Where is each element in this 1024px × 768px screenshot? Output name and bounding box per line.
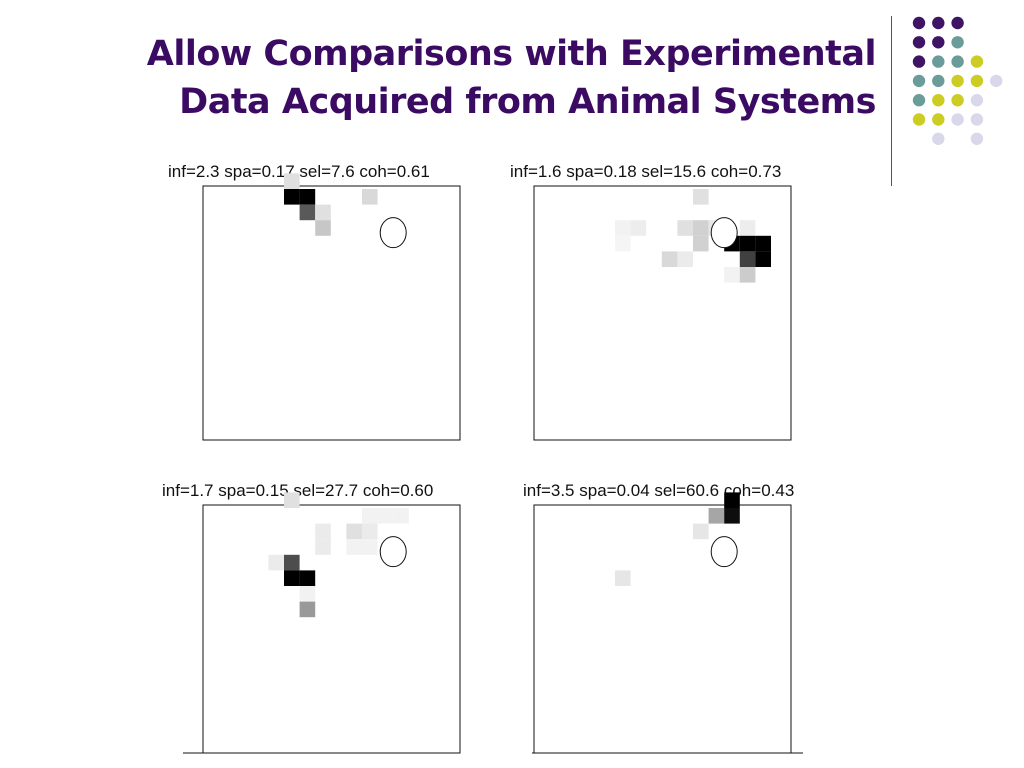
rate-map-cell [362, 508, 378, 524]
rate-map-cell [739, 220, 756, 236]
rate-map-frame [202, 504, 461, 754]
rate-map-cell [677, 220, 693, 236]
rate-map-cell [299, 570, 316, 586]
rate-map-cell [693, 235, 709, 252]
position-marker [710, 217, 738, 249]
rate-map-cell [677, 251, 693, 267]
rate-map-frame [533, 504, 792, 754]
decor-dot [912, 16, 926, 30]
rate-map-cell [739, 267, 756, 283]
title-line-2: Data Acquired from Animal Systems [179, 82, 876, 122]
rate-map-cell [346, 523, 362, 540]
decor-dot [990, 74, 1003, 88]
panel-caption-1: inf=2.3 spa=0.17 sel=7.6 coh=0.61 [168, 162, 430, 181]
decor-dot [912, 36, 926, 49]
rate-map-frame [533, 185, 792, 441]
rate-map-cell [284, 554, 300, 571]
position-marker [379, 217, 407, 249]
rate-map-cell [362, 189, 378, 205]
decor-dot [970, 74, 984, 88]
rate-map-panel-4 [532, 492, 803, 754]
decor-dot [951, 36, 964, 49]
rate-map-panel-2 [533, 185, 792, 441]
decor-dot [912, 74, 926, 88]
rate-map-cell [284, 173, 300, 189]
decor-dot [932, 74, 945, 88]
rate-map-cell [362, 539, 378, 555]
decor-dot [970, 55, 984, 68]
rate-map-panel-3 [183, 492, 461, 754]
rate-map-cell [284, 492, 300, 508]
rate-map-cell [284, 570, 300, 586]
rate-map-frame [202, 185, 461, 441]
decor-dot [912, 55, 926, 68]
rate-map-cell [268, 554, 284, 571]
rate-map-cell [346, 539, 362, 555]
decor-dot [932, 36, 945, 49]
decor-dot [912, 113, 926, 126]
panel-caption-3: inf=1.7 spa=0.15 sel=27.7 coh=0.60 [162, 481, 434, 500]
decor-dot [951, 113, 964, 126]
rate-map-cell [299, 204, 316, 221]
rate-map-cell [739, 235, 756, 252]
rate-map-cell [708, 508, 725, 524]
rate-map-cell [299, 586, 316, 602]
rate-map-cell [315, 523, 331, 540]
decor-dot [912, 94, 926, 107]
rate-map-cell [661, 251, 678, 267]
rate-map-cell [724, 492, 740, 508]
rate-map-cell [615, 570, 631, 586]
decor-dot [970, 94, 984, 107]
decor-dot [970, 132, 984, 145]
decor-dot [932, 94, 945, 107]
rate-map-cell [724, 508, 740, 524]
rate-map-cell [284, 189, 300, 205]
decor-dot [951, 16, 964, 30]
rate-map-cell [755, 235, 771, 252]
decor-dot [970, 113, 984, 126]
decor-dot [951, 74, 964, 88]
panel-caption-2: inf=1.6 spa=0.18 sel=15.6 coh=0.73 [510, 162, 782, 181]
title-line-1: Allow Comparisons with Experimental [146, 34, 877, 74]
rate-map-cell [315, 220, 331, 236]
position-marker [710, 536, 738, 568]
decorative-dot-grid [912, 16, 1003, 145]
rate-map-cell [315, 539, 331, 555]
decor-dot [951, 94, 964, 107]
position-marker [379, 536, 407, 568]
rate-map-cell [393, 508, 409, 524]
rate-map-cell [377, 508, 394, 524]
rate-map-panel-1 [202, 173, 461, 441]
decor-dot [932, 16, 945, 30]
rate-map-cell [615, 235, 631, 252]
rate-map-cell [739, 251, 756, 267]
rate-map-cell [299, 601, 316, 618]
rate-map-cell [299, 189, 316, 205]
decor-dot [932, 132, 945, 145]
rate-map-cell [693, 220, 709, 236]
decor-dot [932, 55, 945, 68]
decor-dot [951, 55, 964, 68]
rate-map-cell [724, 267, 740, 283]
rate-map-cell [693, 523, 709, 540]
slide-title: Allow Comparisons with Experimental Data… [36, 30, 877, 126]
decor-dot [932, 113, 945, 126]
rate-map-cell [693, 189, 709, 205]
rate-map-cell [315, 204, 331, 221]
rate-map-cell [615, 220, 631, 236]
rate-map-cell [755, 251, 771, 267]
title-divider [891, 16, 892, 186]
rate-map-cell [630, 220, 647, 236]
rate-map-cell [362, 523, 378, 540]
